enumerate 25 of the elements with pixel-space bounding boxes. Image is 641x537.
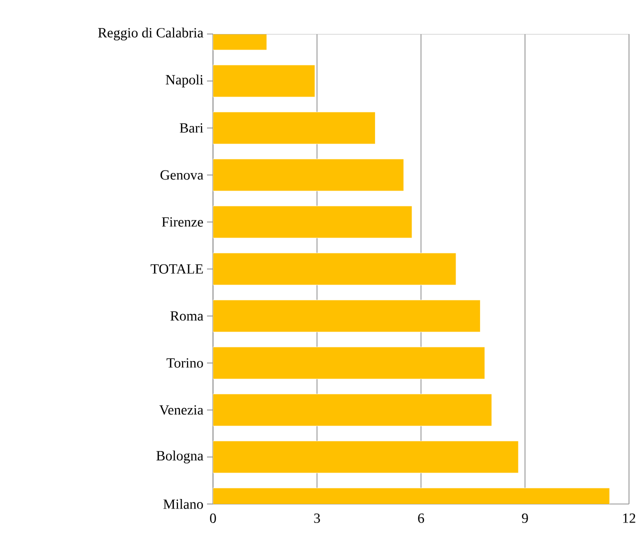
bar xyxy=(213,440,519,474)
y-tick-label: Napoli xyxy=(166,74,204,88)
y-tick-label: Milano xyxy=(163,499,203,509)
x-tick-label: 3 xyxy=(314,514,320,523)
bar xyxy=(213,300,480,332)
bar xyxy=(213,64,316,98)
bar xyxy=(213,206,412,238)
x-tick-label: 9 xyxy=(522,514,528,523)
x-tick-label: 6 xyxy=(418,514,424,523)
y-tick-label: Roma xyxy=(170,311,204,321)
bar xyxy=(213,394,492,426)
y-tick-label: Firenze xyxy=(162,217,203,227)
y-tick-label: Reggio di Calabria xyxy=(98,28,204,40)
y-tick-label: TOTALE xyxy=(150,264,203,274)
y-tick-label: Genova xyxy=(160,170,204,180)
y-tick-label: Bari xyxy=(180,123,204,133)
y-tick-label: Bologna xyxy=(156,450,204,464)
bar xyxy=(213,158,404,192)
bar xyxy=(213,346,485,380)
y-tick-label: Venezia xyxy=(159,405,204,415)
x-tick-label: 12 xyxy=(623,514,636,523)
x-tick-label: 0 xyxy=(210,514,216,523)
bar xyxy=(213,112,376,144)
y-tick-label: Torino xyxy=(166,358,203,368)
bar xyxy=(213,252,456,286)
